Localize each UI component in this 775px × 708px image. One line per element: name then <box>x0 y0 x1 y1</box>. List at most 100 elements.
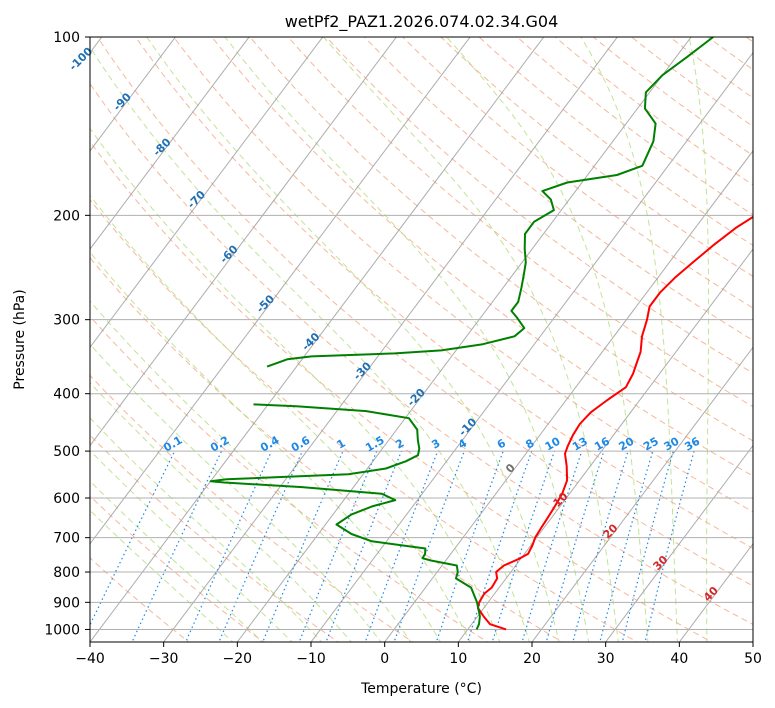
isotherm-line <box>90 37 324 349</box>
mixing-ratio-line <box>572 450 629 642</box>
isotherm-line <box>605 444 753 642</box>
y-tick-label: 600 <box>53 491 80 507</box>
x-axis-title: Temperature (°C) <box>360 681 482 697</box>
dry-adiabat-line <box>592 37 753 157</box>
plot-frame <box>89 36 754 643</box>
dry-adiabat-line <box>363 37 753 341</box>
background-line-labels: 0.1 0.2 0.4 0.6 1 1.5 2 3 4 6 8 10 13 16 20 25 30 36-100-… <box>67 44 722 604</box>
moist-adiabat-line <box>323 37 619 642</box>
moist-adiabat-line <box>90 417 323 642</box>
mixing-ratio-line <box>131 450 223 642</box>
mixing-ratio-line <box>364 450 439 642</box>
dry-adiabat-line <box>745 37 753 43</box>
mixing-ratio-line <box>218 450 303 642</box>
mixing-ratio-line <box>599 450 654 642</box>
dry-adiabat-line <box>401 37 753 309</box>
x-tick-label: 10 <box>449 651 467 667</box>
moist-adiabat-line <box>90 382 352 642</box>
mixing-ratio-label: 6 <box>495 436 508 451</box>
mixing-ratio-line <box>521 450 583 642</box>
dry-adiabat-line <box>90 374 414 642</box>
mixing-ratio-lines <box>90 450 695 642</box>
mixing-ratio-line <box>644 450 695 642</box>
y-tick-label: 400 <box>53 387 80 403</box>
y-axis: 100 200 300 400 500 600 700 800 900 1000 <box>44 30 90 638</box>
isotherm-label: -90 <box>111 90 134 113</box>
mixing-ratio-label: 3 <box>429 437 442 452</box>
dry-adiabat-line <box>90 140 713 642</box>
isotherm-label: -30 <box>351 359 374 382</box>
isotherm-label: 20 <box>601 521 621 541</box>
moist-adiabat-line <box>90 343 382 642</box>
mixing-ratio-line <box>185 450 273 642</box>
isotherm-line <box>90 37 398 447</box>
mixing-ratio-line <box>545 450 605 642</box>
pressure-gridlines <box>90 37 753 630</box>
moist-adiabat-line <box>90 194 471 642</box>
isotherm-label: -50 <box>254 292 277 315</box>
x-tick-label: 40 <box>670 651 688 667</box>
y-tick-label: 500 <box>53 444 80 460</box>
dry-adiabat-line <box>90 495 265 642</box>
y-tick-label: 700 <box>53 531 80 547</box>
dry-adiabat-line <box>173 37 753 513</box>
mixing-ratio-label: 4 <box>456 436 469 451</box>
isotherm-label: -100 <box>67 44 96 73</box>
dry-adiabat-line <box>211 37 753 477</box>
sounding-profiles <box>209 37 753 631</box>
dry-adiabat-line <box>90 256 564 642</box>
mixing-ratio-line <box>435 450 504 642</box>
isotherm-label: -20 <box>405 386 428 409</box>
dry-adiabat-line <box>90 434 340 642</box>
isotherm-line <box>90 37 250 250</box>
y-tick-label: 100 <box>53 30 80 46</box>
isotherm-label: -40 <box>299 330 322 353</box>
y-tick-label: 900 <box>53 595 80 611</box>
isotherm-label: -80 <box>150 135 173 158</box>
isotherm-label: 40 <box>701 584 721 604</box>
x-tick-label: 0 <box>380 651 389 667</box>
y-tick-label: 200 <box>53 208 80 224</box>
isotherm-line <box>752 641 753 642</box>
dry-adiabat-line <box>325 37 753 374</box>
mixing-ratio-line <box>393 450 465 642</box>
isotherm-label: -60 <box>217 242 240 265</box>
moist-adiabat-line <box>90 127 501 642</box>
isotherm-line <box>236 37 692 642</box>
mixing-ratio-line <box>491 450 555 642</box>
dry-adiabat-line <box>90 557 190 642</box>
isotherm-line <box>531 346 753 642</box>
y-tick-label: 300 <box>53 313 80 329</box>
isotherm-line <box>678 542 753 642</box>
dry-adiabat-line <box>516 37 753 216</box>
dry-adiabat-line <box>249 37 753 442</box>
isotherm-line <box>384 150 753 642</box>
x-tick-label: −30 <box>149 651 179 667</box>
dry-adiabat-line <box>96 37 753 587</box>
dry-adiabat-line <box>90 83 753 625</box>
x-tick-label: 30 <box>597 651 615 667</box>
dry-adiabats <box>90 37 753 642</box>
temperature-profile-line <box>476 215 753 631</box>
dry-adiabat-line <box>134 37 753 550</box>
x-tick-label: −10 <box>296 651 326 667</box>
isotherm-label: 0 <box>503 461 518 476</box>
isotherm-label: 30 <box>651 553 671 573</box>
chart-title: wetPf2_PAZ1.2026.074.02.34.G04 <box>285 12 559 32</box>
dewpoint-profile-line <box>266 37 714 368</box>
mixing-ratio-line <box>298 450 378 642</box>
moist-adiabats <box>90 37 710 642</box>
x-tick-label: 20 <box>523 651 541 667</box>
moist-adiabat-line <box>688 37 710 642</box>
isotherm-line <box>90 37 545 642</box>
isotherm-label: -70 <box>185 188 208 211</box>
dry-adiabat-line <box>90 315 489 642</box>
dry-adiabat-line <box>668 37 753 99</box>
isotherm-line <box>90 37 177 152</box>
y-axis-title: Pressure (hPa) <box>12 289 28 389</box>
dry-adiabat-line <box>440 37 753 278</box>
isotherm-line <box>163 37 619 642</box>
moist-adiabat-line <box>90 509 234 642</box>
mixing-ratio-line <box>466 450 533 642</box>
